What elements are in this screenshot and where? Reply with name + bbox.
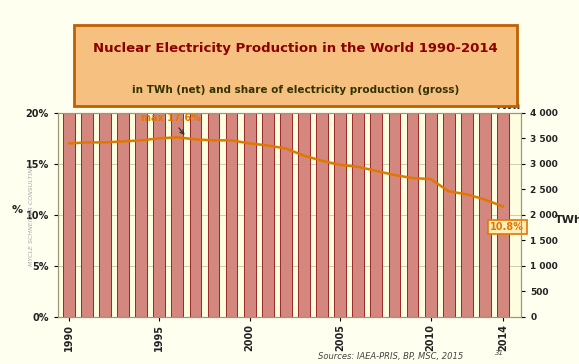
Bar: [153, 0, 165, 317]
Bar: [99, 0, 111, 317]
Bar: [389, 0, 400, 317]
Bar: [406, 0, 419, 317]
Text: 10.8%: 10.8%: [490, 222, 524, 232]
Bar: [171, 0, 183, 317]
Bar: [81, 0, 93, 317]
FancyBboxPatch shape: [74, 25, 516, 106]
Bar: [226, 0, 237, 317]
Y-axis label: TWh: TWh: [555, 215, 579, 225]
Bar: [425, 0, 437, 317]
Bar: [189, 0, 201, 317]
Bar: [262, 0, 274, 317]
Bar: [244, 0, 255, 317]
Bar: [334, 0, 346, 317]
Text: max 2,660 TWh: max 2,660 TWh: [0, 363, 1, 364]
Bar: [371, 0, 382, 317]
Bar: [497, 0, 509, 317]
Bar: [135, 0, 147, 317]
Bar: [63, 0, 75, 317]
Text: TWh: TWh: [495, 101, 521, 111]
Text: 31: 31: [495, 350, 504, 356]
Bar: [479, 0, 491, 317]
Text: 2,410 TWh: 2,410 TWh: [0, 363, 1, 364]
Text: in TWh (net) and share of electricity production (gross): in TWh (net) and share of electricity pr…: [131, 85, 459, 95]
Bar: [443, 0, 455, 317]
Text: Sources: IAEA-PRIS, BP, MSC, 2015: Sources: IAEA-PRIS, BP, MSC, 2015: [318, 352, 464, 360]
Text: Nuclear Electricity Production in the World 1990-2014: Nuclear Electricity Production in the Wo…: [93, 41, 498, 55]
Bar: [117, 0, 129, 317]
Y-axis label: %: %: [12, 205, 23, 215]
Bar: [461, 0, 472, 317]
Bar: [316, 0, 328, 317]
Text: max 17.6%: max 17.6%: [141, 113, 201, 134]
Text: MYCLE SCHNEIDER CONSULTING: MYCLE SCHNEIDER CONSULTING: [30, 163, 34, 266]
Bar: [298, 0, 310, 317]
Bar: [208, 0, 219, 317]
Bar: [280, 0, 292, 317]
Bar: [353, 0, 364, 317]
